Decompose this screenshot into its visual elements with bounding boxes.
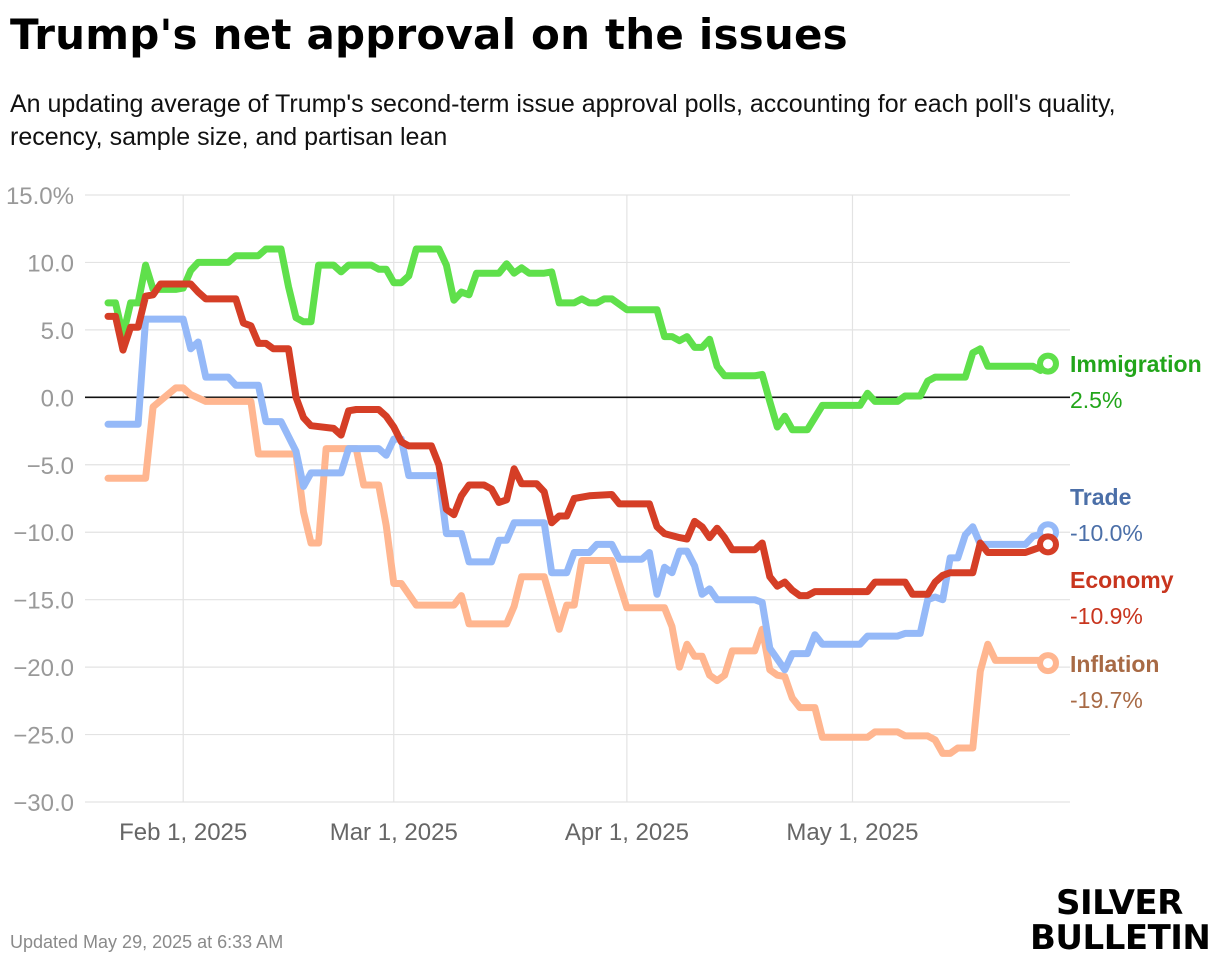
end-marker-inflation: [1037, 652, 1059, 675]
series-line-immigration: [104, 245, 1052, 434]
logo-line-2: BULLETIN: [1030, 918, 1211, 958]
y-tick-label: 10.0: [27, 250, 74, 277]
series-name-label-trade: Trade: [1070, 484, 1131, 510]
silver-bulletin-logo: SILVER BULLETIN: [1030, 883, 1211, 958]
series-name-label-immigration: Immigration: [1070, 351, 1202, 377]
x-tick-label: Feb 1, 2025: [119, 819, 247, 846]
chart-subtitle: An updating average of Trump's second-te…: [10, 90, 1116, 151]
y-tick-label: −20.0: [13, 655, 74, 682]
y-tick-label: 0.0: [41, 385, 74, 412]
y-tick-label: −15.0: [13, 588, 74, 615]
series-value-label-inflation: -19.7%: [1070, 687, 1143, 713]
logo-line-1: SILVER: [1056, 883, 1183, 923]
y-tick-label: −30.0: [13, 790, 74, 817]
series-value-label-immigration: 2.5%: [1070, 387, 1122, 413]
x-tick-label: May 1, 2025: [786, 819, 918, 846]
end-marker-economy: [1037, 533, 1059, 556]
series-line-trade: [104, 315, 1052, 674]
y-tick-label: −10.0: [13, 520, 74, 547]
y-tick-label: −25.0: [13, 723, 74, 750]
x-tick-label: Mar 1, 2025: [330, 819, 458, 846]
line-chart: 15.0% 10.0 5.0 0.0 −5.0 −10.0 −15.0 −20.0 −25.0 −…: [6, 183, 1202, 846]
y-tick-label: −5.0: [27, 453, 74, 480]
series-label-layer: Inflation -19.7% Trade -10.0% Immigration 2.5…: [1070, 351, 1202, 713]
series-value-label-economy: -10.9%: [1070, 603, 1143, 629]
updated-timestamp: Updated May 29, 2025 at 6:33 AM: [10, 932, 284, 952]
series-name-label-inflation: Inflation: [1070, 651, 1159, 677]
end-marker-immigration: [1037, 352, 1059, 375]
chart-title: Trump's net approval on the issues: [10, 10, 848, 59]
series-value-label-trade: -10.0%: [1070, 520, 1143, 546]
series-name-label-economy: Economy: [1070, 567, 1174, 593]
x-tick-label: Apr 1, 2025: [565, 819, 689, 846]
series-layer: [104, 245, 1059, 757]
y-tick-label: 5.0: [41, 318, 74, 345]
y-tick-label: 15.0%: [6, 183, 74, 210]
axis-layer: 15.0% 10.0 5.0 0.0 −5.0 −10.0 −15.0 −20.0 −25.0 −…: [6, 183, 1070, 846]
series-line-inflation: [104, 384, 1052, 757]
series-line-economy: [104, 280, 1052, 600]
